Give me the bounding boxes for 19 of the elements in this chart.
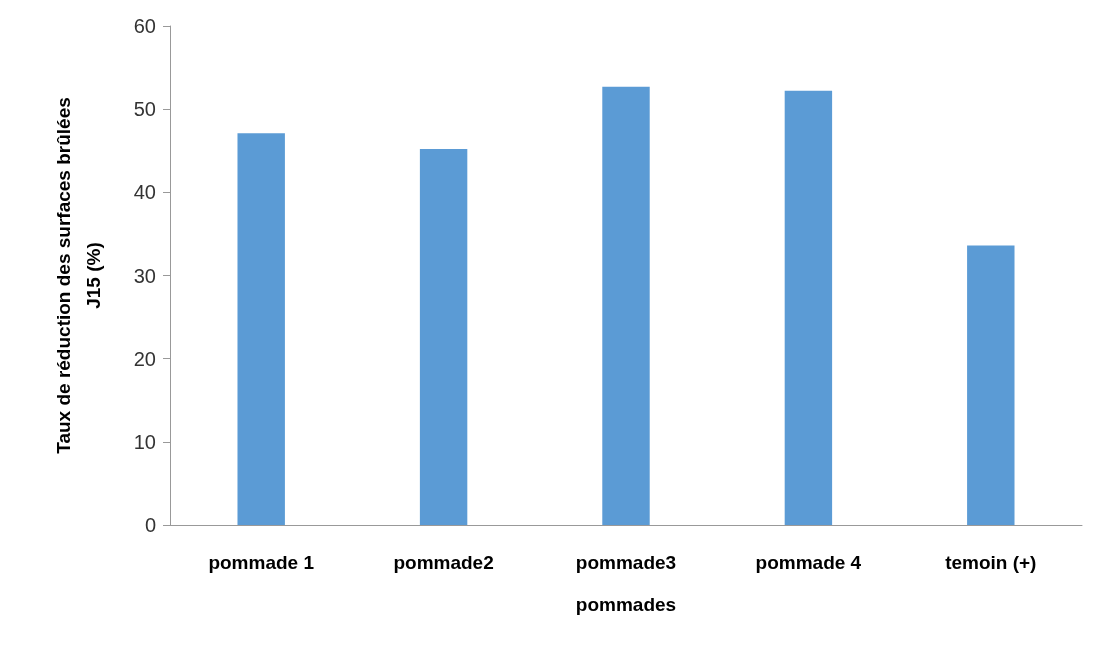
x-tick-label: pommade3 xyxy=(575,552,677,573)
bar xyxy=(237,133,285,525)
bar xyxy=(602,86,650,525)
bar xyxy=(419,149,468,525)
x-tick-label: temoin (+) xyxy=(945,552,1037,573)
y-tick-label: 10 xyxy=(133,430,156,453)
y-tick-label: 0 xyxy=(144,514,156,536)
y-tick-label: 30 xyxy=(133,264,156,287)
y-axis-title: Taux de réduction des surfaces brûlées J15 (%) xyxy=(52,97,104,454)
y-tick-label: 50 xyxy=(133,98,156,121)
y-tick-label: 20 xyxy=(133,347,156,370)
bar xyxy=(784,90,833,525)
bar xyxy=(967,245,1015,525)
x-axis-title: pommades xyxy=(575,594,677,615)
y-tick-label: 60 xyxy=(133,15,156,37)
x-tick-label: pommade 4 xyxy=(755,552,862,573)
y-tick-label: 40 xyxy=(133,181,156,204)
x-tick-label: pommade 1 xyxy=(208,552,315,573)
x-tick-label: pommade2 xyxy=(393,552,494,573)
